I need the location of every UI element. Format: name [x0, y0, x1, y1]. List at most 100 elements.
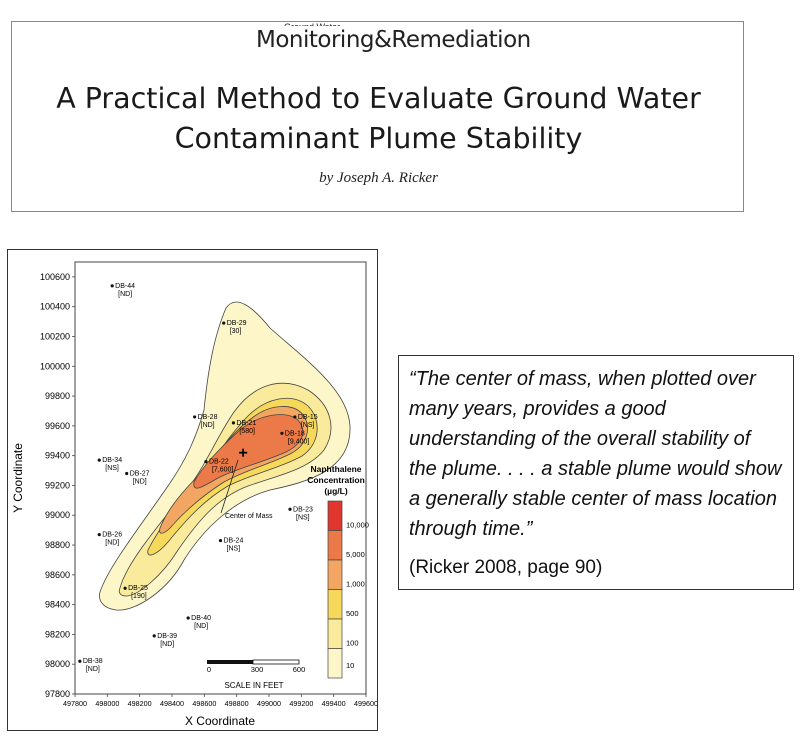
- legend-level-label: 500: [346, 609, 359, 618]
- legend-level-label: 10,000: [346, 521, 369, 530]
- well-marker: [97, 458, 101, 462]
- well-marker: [204, 460, 208, 464]
- legend-level-label: 1,000: [346, 580, 365, 589]
- y-tick-label: 98600: [45, 570, 70, 580]
- well-concentration: [ND]: [118, 291, 132, 298]
- legend-level-label: 10: [346, 661, 354, 670]
- plot-frame: [74, 261, 367, 695]
- well-marker: [218, 538, 223, 543]
- article-header: Ground Water Monitoring&Remediation A Pr…: [11, 21, 744, 212]
- legend-swatch: [327, 559, 343, 590]
- well-marker: [193, 415, 197, 419]
- y-axis-ticks: 97800 98000 98200 98400 98600 98800 99000 99200…: [40, 272, 75, 699]
- y-tick-label: 100600: [40, 272, 70, 282]
- legend-level-label: 100: [346, 639, 359, 648]
- scale-label: SCALE IN FEET: [224, 681, 283, 690]
- well-concentration: [ND]: [160, 641, 174, 648]
- x-tick-label: 499000: [257, 699, 281, 708]
- well-marker: [288, 507, 292, 511]
- x-tick-label: 499200: [289, 699, 313, 708]
- x-axis-label: X Coordinate: [185, 714, 255, 728]
- x-tick-label: 498600: [192, 699, 216, 708]
- well-marker: [123, 586, 127, 590]
- well-markers: DB-44[ND]DB-29[30]DB-28[ND] DB-21[580]DB-…: [78, 283, 318, 673]
- center-of-mass-leader: [220, 459, 239, 514]
- x-tick-label: 498000: [95, 699, 119, 708]
- well-marker: [125, 471, 129, 476]
- well-concentration: [190]: [131, 593, 147, 600]
- plume-map-chart: 497800 498000 498200 498400 498600 498800 4990…: [11, 261, 378, 728]
- legend-title-1: Naphthalene: [310, 464, 361, 474]
- well-concentration: [NS]: [227, 546, 241, 553]
- well-label: DB-29: [227, 320, 247, 327]
- center-of-mass: Center of Mass: [225, 448, 273, 520]
- y-tick-label: 100200: [40, 331, 70, 341]
- legend-swatches: 10,000 5,000 1,000 500 100 10: [327, 500, 369, 679]
- x-tick-label: 498800: [225, 699, 249, 708]
- well-marker: [231, 421, 236, 425]
- well-label: DB-23: [293, 506, 313, 513]
- y-tick-label: 98000: [45, 659, 70, 669]
- x-tick-label: 497800: [63, 699, 87, 708]
- well-concentration: [580]: [239, 428, 255, 435]
- well-concentration: [ND]: [105, 540, 119, 547]
- concentration-legend: Naphthalene Concentration (µg/L) 10,000 5…: [307, 464, 369, 679]
- scale-tick-600: 600: [293, 665, 306, 674]
- well-marker: [280, 431, 284, 435]
- scale-bar-white: [252, 659, 300, 665]
- well-marker: [186, 616, 190, 620]
- well-label: DB-44: [115, 283, 135, 290]
- well-label: DB-34: [102, 457, 122, 464]
- center-of-mass-label: Center of Mass: [225, 513, 273, 520]
- well-concentration: [9,400]: [288, 438, 309, 445]
- x-tick-label: 498200: [128, 699, 152, 708]
- quote-text: “The center of mass, when plotted over m…: [409, 368, 782, 540]
- scale-tick-300: 300: [251, 665, 264, 674]
- well-marker: [110, 284, 114, 288]
- y-tick-label: 99400: [45, 451, 70, 461]
- scale-bar-black: [207, 660, 253, 664]
- well-label: DB-15: [298, 414, 318, 421]
- well-concentration: [ND]: [133, 479, 147, 486]
- title-line-1: A Practical Method to Evaluate Ground Wa…: [56, 82, 701, 115]
- scale-bar: 0 300 600 SCALE IN FEET: [207, 659, 306, 690]
- y-tick-label: 97800: [45, 689, 70, 699]
- well-marker: [222, 321, 226, 325]
- legend-swatch: [327, 618, 343, 649]
- well-label: DB-24: [224, 538, 244, 545]
- well-label: DB-26: [102, 532, 122, 539]
- well-concentration: [ND]: [86, 666, 100, 673]
- legend-level-label: 5,000: [346, 550, 365, 559]
- scale-tick-0: 0: [207, 665, 211, 674]
- well-label: DB-39: [157, 633, 177, 640]
- y-tick-label: 99200: [45, 480, 70, 490]
- legend-title-2: Concentration: [307, 475, 365, 485]
- well-label: DB-27: [130, 471, 150, 478]
- article-title: A Practical Method to Evaluate Ground Wa…: [12, 79, 745, 159]
- y-tick-label: 100400: [40, 302, 70, 312]
- x-axis-ticks: 497800 498000 498200 498400 498600 498800 4990…: [63, 694, 378, 708]
- x-tick-label: 499400: [322, 699, 346, 708]
- contour-5000: [193, 414, 304, 489]
- well-label: DB-22: [209, 459, 229, 466]
- well-label: DB-28: [198, 414, 218, 421]
- quote-citation: (Ricker 2008, page 90): [409, 557, 603, 578]
- y-tick-label: 99000: [45, 510, 70, 520]
- well-concentration: [NS]: [301, 422, 315, 429]
- y-axis-label: Y Coordinate: [11, 443, 25, 513]
- x-tick-label: 498400: [160, 699, 184, 708]
- quote-box: “The center of mass, when plotted over m…: [398, 355, 794, 590]
- well-label: DB-38: [83, 658, 103, 665]
- well-concentration: [NS]: [105, 465, 119, 472]
- well-concentration: [7,600]: [212, 467, 233, 474]
- legend-swatch: [327, 589, 343, 620]
- well-concentration: [ND]: [201, 422, 215, 429]
- journal-name: Monitoring&Remediation: [248, 26, 539, 54]
- well-marker: [97, 533, 101, 537]
- y-tick-label: 98200: [45, 629, 70, 639]
- well-marker: [293, 415, 297, 419]
- y-tick-label: 99600: [45, 421, 70, 431]
- well-label: DB-25: [128, 585, 148, 592]
- y-tick-label: 100000: [40, 361, 70, 371]
- legend-title-3: (µg/L): [324, 486, 347, 496]
